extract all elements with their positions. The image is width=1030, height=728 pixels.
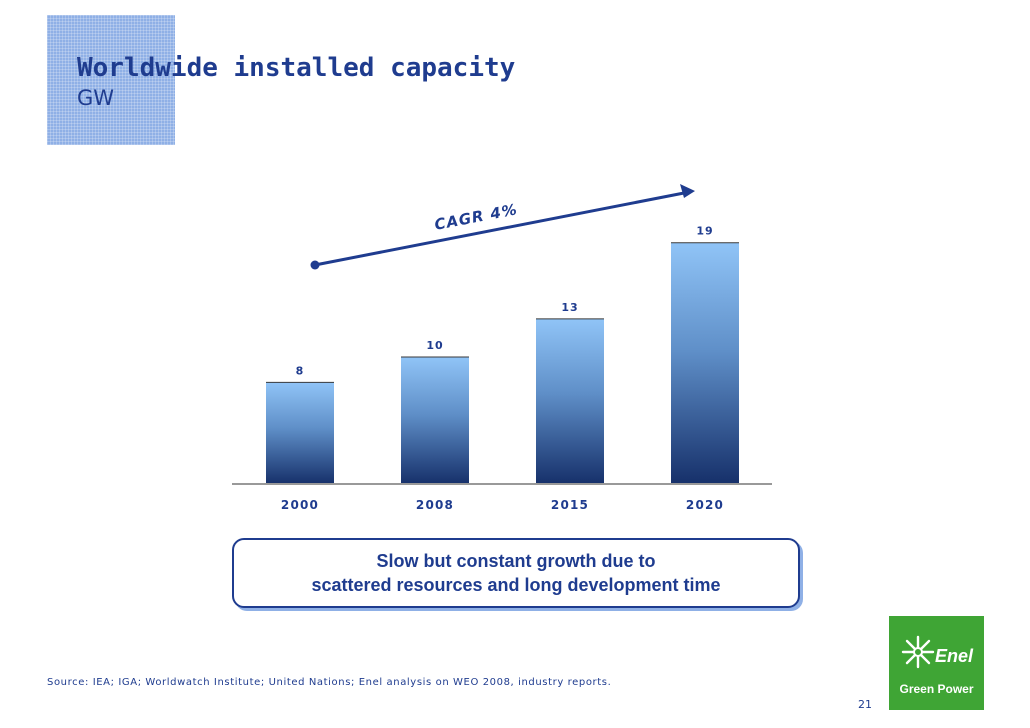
page-subtitle: GW <box>77 86 115 110</box>
cagr-arrow-head <box>680 184 695 198</box>
data-label-2000: 8 <box>296 364 305 377</box>
tick-label-2000: 2000 <box>281 498 319 512</box>
enel-sun-logo-icon <box>901 635 935 669</box>
tick-label-2015: 2015 <box>551 498 589 512</box>
page-title: Worldwide installed capacity <box>77 53 516 83</box>
callout-box: Slow but constant growth due to scattere… <box>232 538 800 608</box>
bar-2020 <box>671 242 739 484</box>
tick-label-2008: 2008 <box>416 498 454 512</box>
page-number: 21 <box>858 698 872 711</box>
cagr-arrow-origin-dot <box>310 260 320 270</box>
bar-2015 <box>536 318 604 484</box>
bar-2008 <box>401 357 469 484</box>
source-note: Source: IEA; IGA; Worldwatch Institute; … <box>47 677 612 688</box>
title-decoration <box>47 15 175 145</box>
data-label-2008: 10 <box>426 339 443 352</box>
tick-label-2020: 2020 <box>686 498 724 512</box>
bar-2000 <box>266 382 334 484</box>
callout-line-2: scattered resources and long development… <box>311 575 721 595</box>
logo-tagline: Green Power <box>899 682 974 696</box>
logo-name: Enel <box>935 646 974 666</box>
callout-line-1: Slow but constant growth due to <box>376 551 656 571</box>
data-label-2015: 13 <box>561 301 578 314</box>
enel-green-power-logo: Enel Green Power <box>889 616 984 710</box>
cagr-arrow-line <box>314 191 685 267</box>
data-label-2020: 19 <box>696 225 713 238</box>
